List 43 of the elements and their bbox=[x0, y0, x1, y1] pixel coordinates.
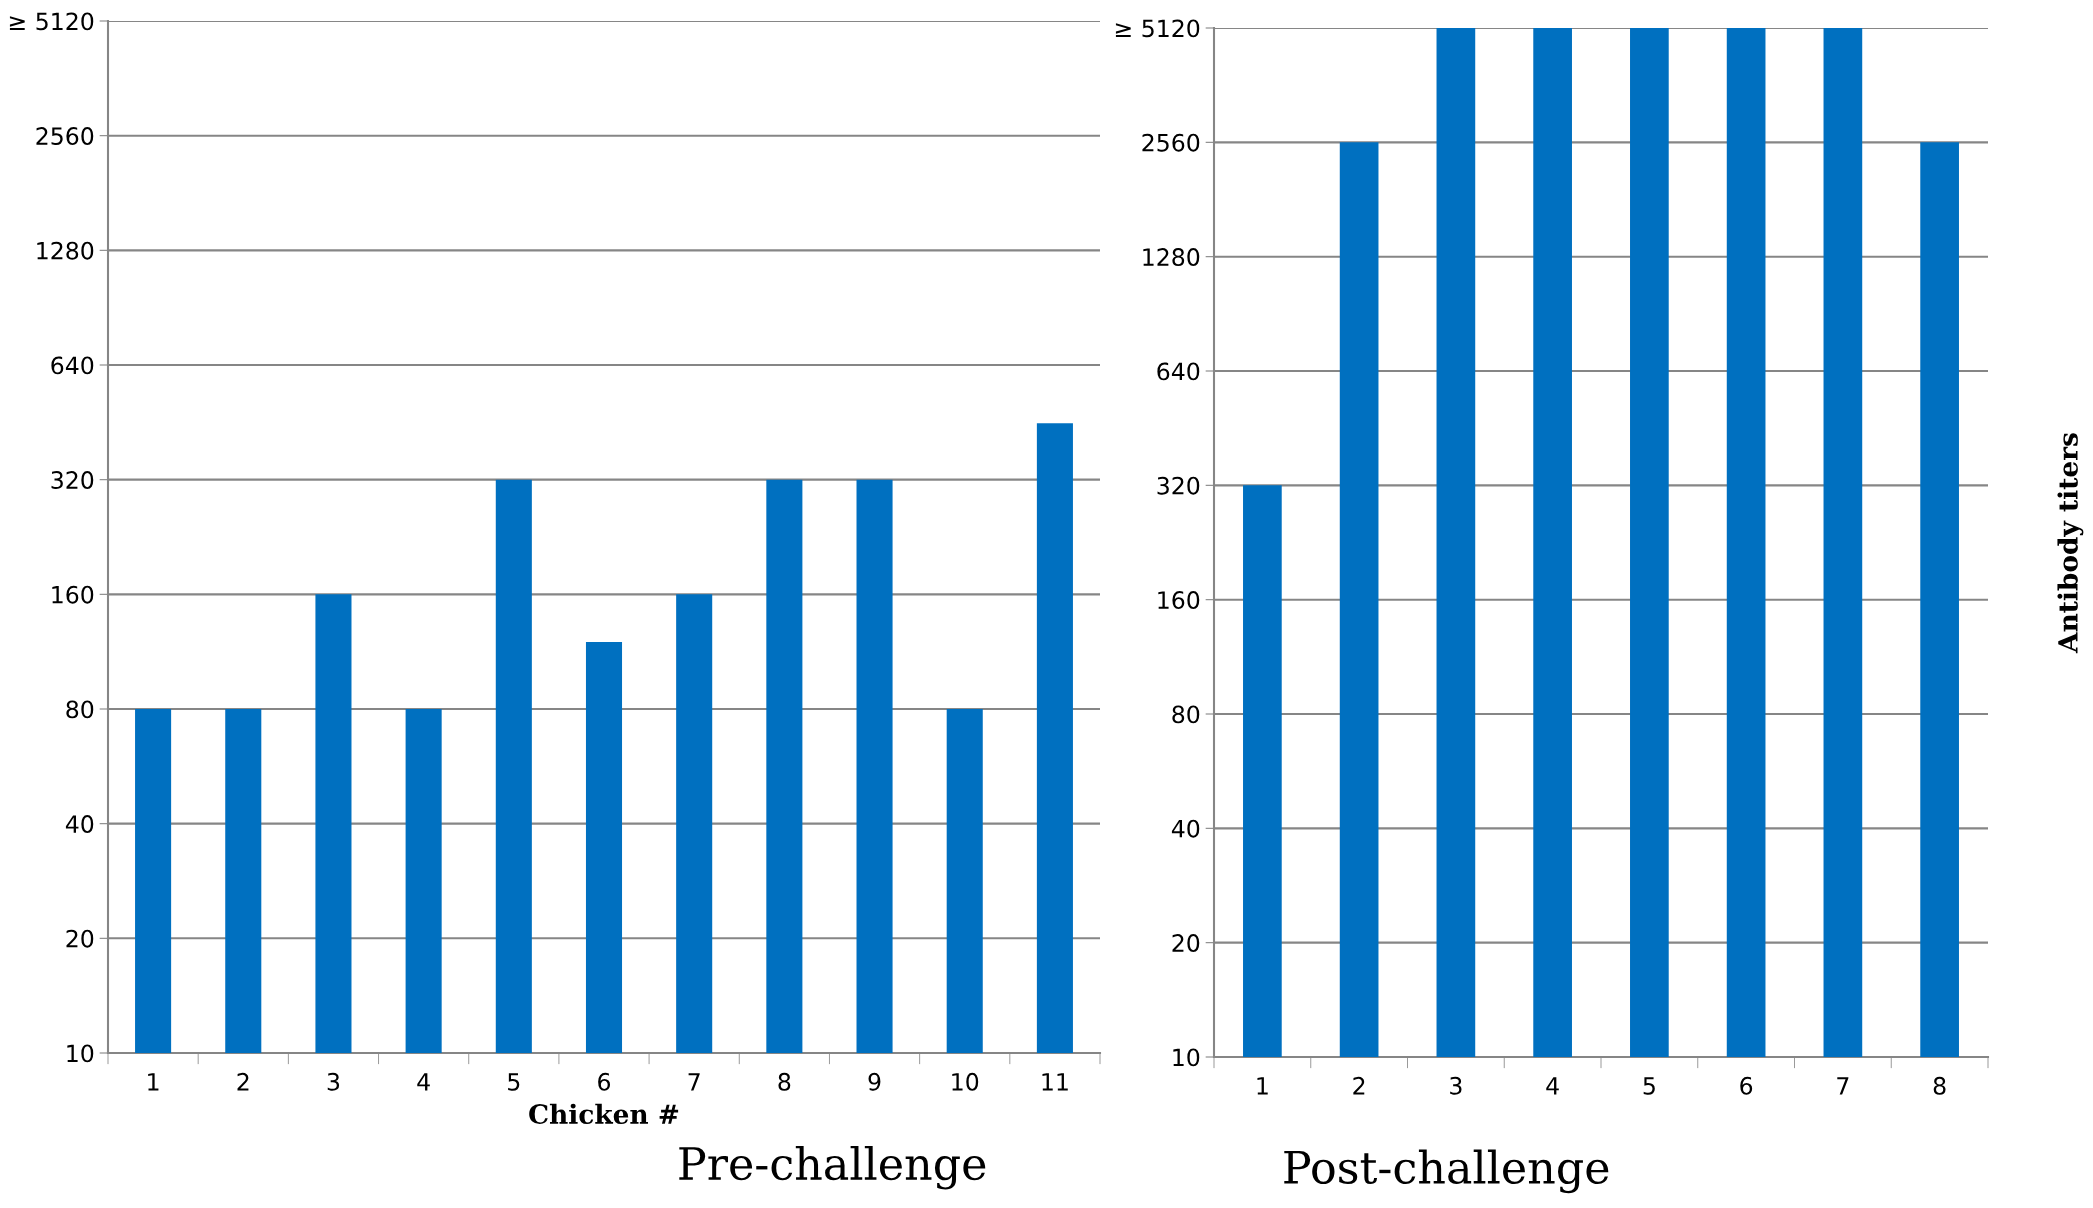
y-tick-label: 320 bbox=[1157, 476, 1200, 495]
x-tick-label: 4 bbox=[1546, 1077, 1559, 1095]
x-tick-label: 4 bbox=[417, 1073, 430, 1091]
y-tick-label: ≥ 5120 bbox=[9, 12, 94, 31]
x-tick-label: 1 bbox=[1257, 1077, 1268, 1095]
y-tick-label: 40 bbox=[65, 815, 94, 833]
y-tick-label: 1280 bbox=[37, 241, 94, 260]
x-tick-label: 3 bbox=[1450, 1076, 1462, 1095]
x-tick-label: 2 bbox=[1353, 1076, 1365, 1095]
x-tick-label: 1 bbox=[148, 1073, 159, 1091]
y-tick-label: 2560 bbox=[1142, 133, 1200, 152]
y-tick-label: 80 bbox=[1172, 705, 1200, 724]
y-tick-label: 2560 bbox=[36, 127, 94, 145]
y-tick-label: 1280 bbox=[1143, 248, 1200, 266]
y-tick-label: 160 bbox=[1158, 591, 1200, 609]
text: Post-challenge bbox=[1284, 1149, 1609, 1194]
x-tick-label: 2 bbox=[237, 1072, 249, 1091]
y-tick-label: 40 bbox=[1171, 819, 1200, 838]
text: Pre-challenge bbox=[679, 1145, 986, 1190]
x-tick-label: 10 bbox=[952, 1072, 979, 1091]
x-tick-label: 6 bbox=[1740, 1076, 1753, 1095]
x-tick-label: 8 bbox=[778, 1072, 791, 1091]
x-tick-label: 11 bbox=[1042, 1073, 1068, 1091]
y-tick-label: 20 bbox=[66, 929, 94, 948]
x-tick-label: 9 bbox=[868, 1072, 881, 1091]
y-tick-label: 320 bbox=[51, 471, 94, 489]
y-tick-label: 20 bbox=[1172, 934, 1200, 952]
x-tick-label: 5 bbox=[1643, 1077, 1655, 1095]
x-axis-title: Chicken # bbox=[529, 1103, 679, 1125]
x-tick-label: 7 bbox=[1837, 1077, 1849, 1095]
y-axis-title: Antibody titers bbox=[2057, 433, 2084, 654]
x-tick-label: 8 bbox=[1933, 1076, 1946, 1095]
y-tick-label: 640 bbox=[1157, 362, 1200, 381]
y-tick-label: 10 bbox=[67, 1044, 94, 1063]
y-tick-label: 80 bbox=[66, 700, 94, 719]
y-tick-label: ≥ 5120 bbox=[1115, 19, 1200, 38]
y-tick-label: 10 bbox=[1173, 1048, 1200, 1067]
y-tick-label: 160 bbox=[52, 585, 94, 604]
x-tick-label: 7 bbox=[688, 1073, 700, 1091]
y-tick-label: 640 bbox=[51, 356, 94, 375]
x-tick-label: 5 bbox=[508, 1073, 520, 1091]
x-tick-label: 3 bbox=[327, 1072, 340, 1091]
x-tick-label: 6 bbox=[598, 1072, 611, 1091]
